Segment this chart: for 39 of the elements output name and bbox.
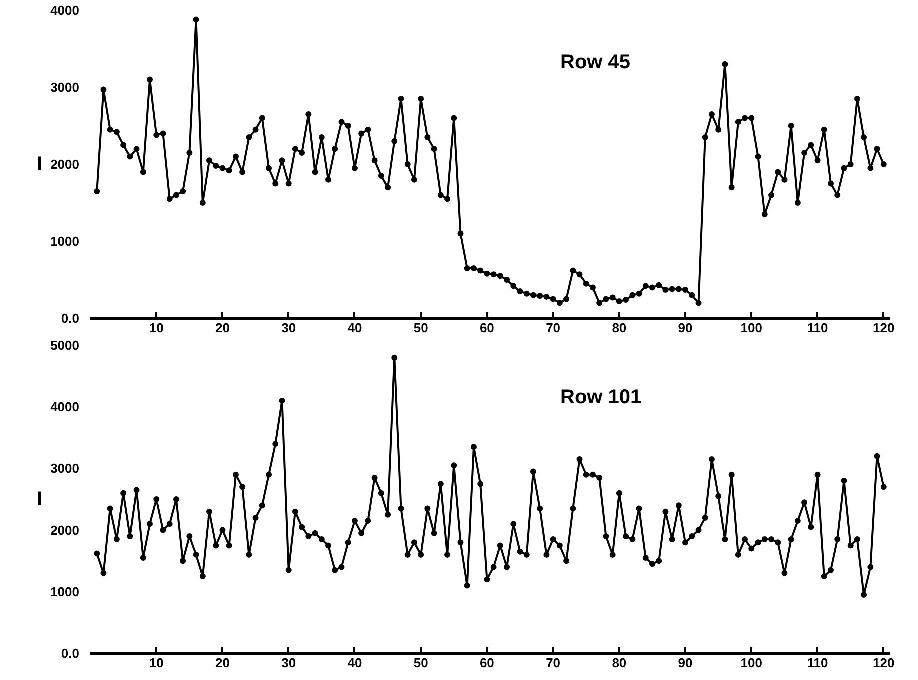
x-tick-label: 10 (149, 656, 164, 670)
x-tick-label: 20 (216, 656, 230, 670)
x-tick-label: 60 (480, 320, 494, 336)
x-tick-label: 80 (612, 656, 627, 670)
x-tick-label: 70 (546, 320, 561, 336)
x-tick-label: 80 (612, 320, 627, 336)
y-axis-title: I (37, 488, 43, 510)
x-tick-label: 50 (414, 656, 428, 670)
y-tick-label: 2000 (50, 157, 80, 172)
x-tick-label: 120 (873, 656, 895, 670)
x-tick-label: 10 (149, 320, 164, 336)
x-tick-label: 90 (678, 656, 693, 670)
y-tick-label: 3000 (50, 461, 80, 476)
y-tick-label: 1000 (50, 584, 80, 600)
x-tick-label: 100 (740, 656, 763, 670)
x-tick-label: 110 (807, 656, 828, 670)
x-tick-label: 120 (873, 320, 895, 336)
y-tick-label: 4000 (50, 3, 80, 18)
y-tick-label: 1000 (50, 234, 80, 249)
y-tick-label: 4000 (50, 400, 80, 415)
y-tick-label: 5000 (50, 338, 80, 353)
x-tick-label: 60 (480, 656, 494, 670)
x-tick-label: 110 (807, 320, 828, 336)
x-tick-label: 100 (740, 320, 763, 336)
x-tick-label: 40 (348, 656, 362, 670)
x-tick-label: 30 (282, 656, 296, 670)
x-tick-label: 50 (414, 320, 428, 336)
x-tick-label: 20 (216, 320, 230, 336)
x-tick-label: 70 (546, 656, 561, 670)
text: Row 101 (560, 386, 642, 408)
y-axis-title: I (37, 154, 43, 176)
x-tick-label: 40 (348, 320, 362, 336)
text: Row 45 (560, 52, 631, 74)
y-tick-label: 3000 (50, 80, 80, 95)
y-tick-label: 0.0 (61, 646, 80, 661)
x-tick-label: 30 (282, 320, 296, 336)
x-tick-label: 90 (678, 320, 693, 336)
y-tick-label: 2000 (50, 522, 80, 538)
y-tick-label: 0.0 (61, 311, 80, 326)
